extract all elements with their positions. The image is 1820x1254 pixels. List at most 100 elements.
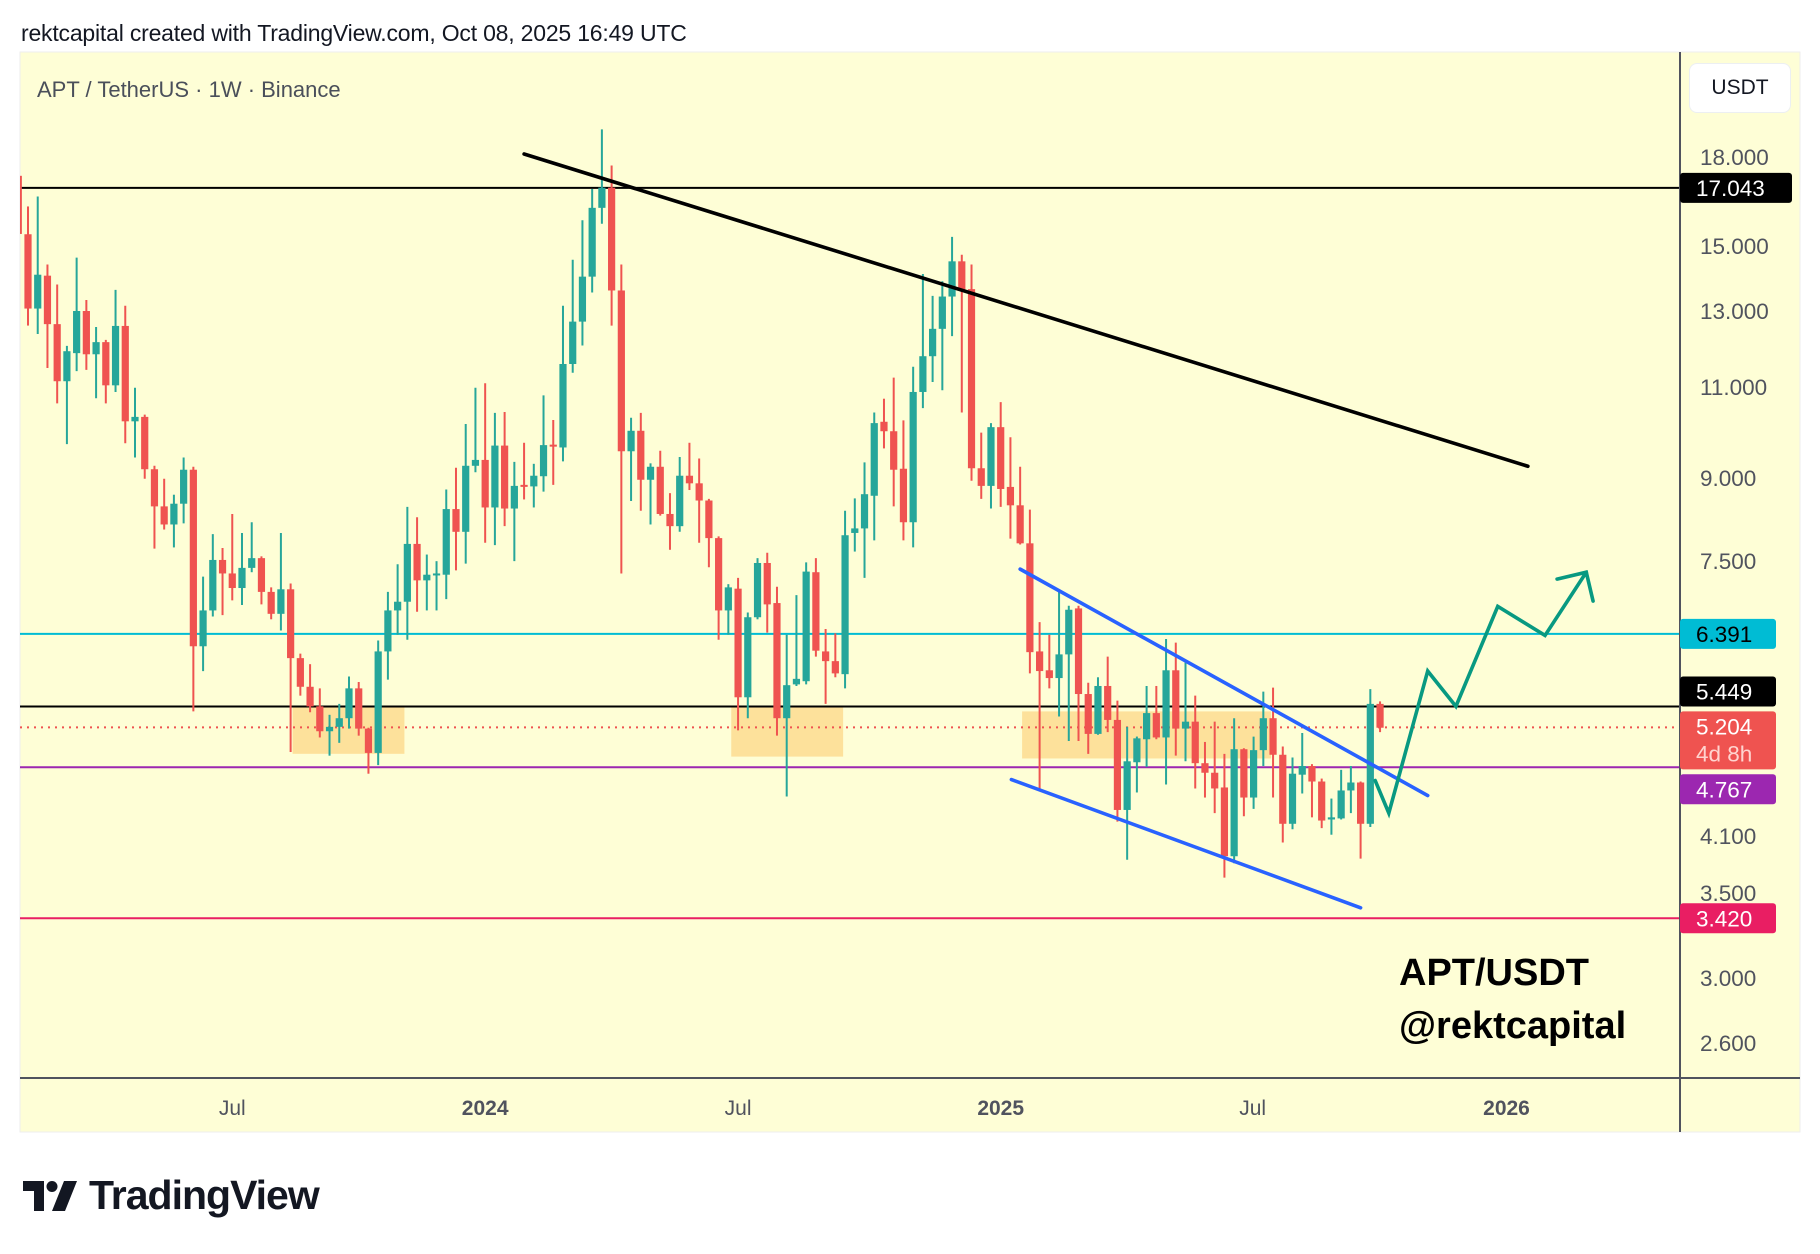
candle <box>501 412 509 527</box>
candle <box>578 220 587 346</box>
candle <box>627 417 635 502</box>
price-tag: 4.767 <box>1680 774 1776 805</box>
candle-body <box>248 558 256 568</box>
candle <box>1298 733 1306 794</box>
candle-body <box>121 325 129 422</box>
candle-body <box>335 718 343 727</box>
candle <box>403 506 411 640</box>
candle-body <box>442 509 450 575</box>
candle <box>20 175 22 234</box>
candle-body <box>539 445 548 477</box>
channel-lower-trendline <box>1009 777 1363 910</box>
candle <box>1143 685 1151 767</box>
watermark-author: @rektcapital <box>1399 1005 1626 1047</box>
candle <box>666 493 674 550</box>
candle <box>569 259 577 373</box>
candle <box>656 450 664 516</box>
arrow-head-icon <box>1555 570 1595 603</box>
price-axis[interactable]: 18.000 15.000 13.000 11.000 9.000 7.500 4.100 3… <box>1700 145 1769 1056</box>
price-tag-box <box>1680 618 1776 649</box>
candle-body <box>374 651 382 753</box>
candle <box>111 289 120 392</box>
candle-body <box>549 444 557 447</box>
candle <box>812 558 820 657</box>
candle-body <box>792 678 801 685</box>
price-tag: 5.449 <box>1680 676 1776 707</box>
price-tag-value: 6.391 <box>1696 622 1752 647</box>
candle <box>539 395 548 492</box>
candle-body <box>20 175 22 234</box>
candle <box>442 489 450 600</box>
candle <box>744 612 752 719</box>
candle <box>296 653 304 696</box>
candle-body <box>753 562 762 618</box>
candle-body <box>1308 766 1316 782</box>
candle-body <box>73 311 81 354</box>
candle <box>1337 769 1345 820</box>
trendlines <box>522 152 1530 910</box>
candle-body <box>413 543 421 581</box>
candle-body <box>763 562 771 605</box>
candle-body <box>1036 651 1044 672</box>
candle-body <box>131 416 139 422</box>
candle <box>199 576 207 672</box>
time-tick-label: Jul <box>1239 1097 1266 1120</box>
price-tag-box <box>1680 172 1792 203</box>
plot-area[interactable] <box>15 129 1680 920</box>
candle-body <box>510 485 518 509</box>
candle-body <box>1084 694 1092 734</box>
candle-body <box>403 543 411 602</box>
candle-body <box>598 187 606 208</box>
candle <box>277 532 285 631</box>
candle-body <box>141 416 149 470</box>
candle-body <box>432 573 441 576</box>
currency-button[interactable]: USDT <box>1689 63 1791 113</box>
candle-body <box>938 296 946 329</box>
candle-body <box>802 571 810 682</box>
chart-background <box>19 51 1801 1133</box>
horizontal-levels <box>20 186 1680 920</box>
candle-body <box>345 688 353 719</box>
candle-body <box>53 324 61 382</box>
candle <box>520 442 528 500</box>
candle-body <box>608 187 616 291</box>
candle-body <box>559 364 567 448</box>
time-axis[interactable]: Jul 2024 Jul 2025 Jul 2026 <box>219 1097 1530 1120</box>
time-tick-label: 2024 <box>462 1097 509 1120</box>
candle <box>617 264 625 574</box>
price-tick-label: 18.000 <box>1700 145 1769 170</box>
candle <box>1162 639 1170 785</box>
candle-body <box>277 589 285 614</box>
candle <box>734 577 742 731</box>
candle-body <box>364 728 373 753</box>
price-tag-box <box>1680 903 1776 934</box>
candle <box>364 727 373 774</box>
candle-body <box>1269 718 1277 755</box>
candle-body <box>783 685 791 719</box>
candle-body <box>1152 713 1160 738</box>
candle-body <box>1065 609 1073 655</box>
candle-body <box>481 459 489 508</box>
candle-body <box>287 589 295 659</box>
candle-body <box>627 430 635 452</box>
candle-body <box>1279 754 1287 824</box>
candle <box>549 419 557 485</box>
projection-zigzag <box>1373 570 1589 819</box>
candle <box>452 467 460 571</box>
candle-body <box>958 261 966 290</box>
candle <box>958 254 966 413</box>
candle <box>1376 701 1384 733</box>
candle-body <box>267 591 275 614</box>
candle <box>637 412 645 511</box>
candle-body <box>306 686 314 707</box>
candle <box>287 583 295 752</box>
candle-body <box>1123 761 1131 810</box>
candle <box>676 457 684 532</box>
candle <box>1288 757 1297 830</box>
candle-body <box>238 567 246 589</box>
candle-body <box>1288 773 1297 824</box>
candle <box>929 295 937 383</box>
tradingview-logo[interactable]: TradingView <box>23 1172 320 1219</box>
